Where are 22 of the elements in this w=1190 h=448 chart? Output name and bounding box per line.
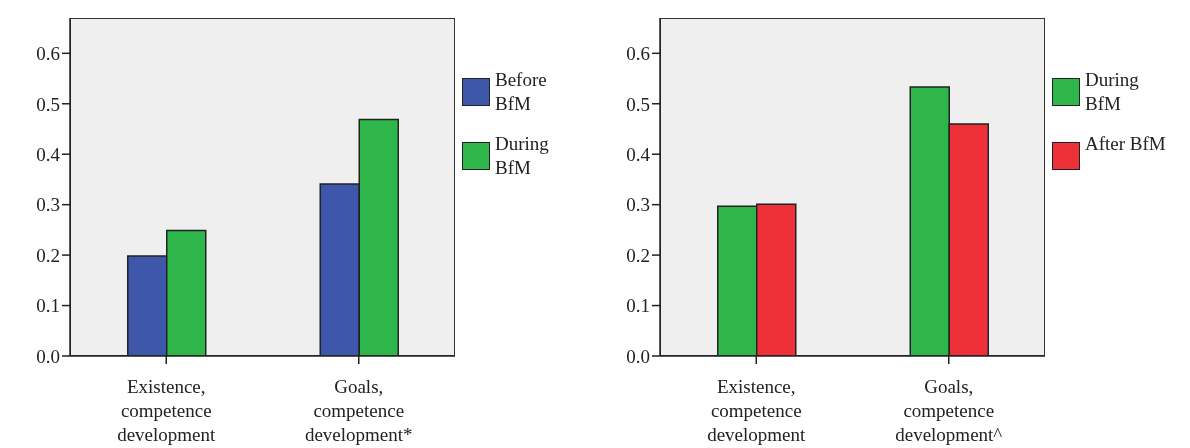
- y-tick-label: 0.5: [36, 93, 60, 115]
- y-tick-label: 0.6: [36, 43, 60, 65]
- y-tick-label: 0.4: [626, 143, 651, 165]
- y-tick-label: 0.6: [626, 43, 650, 65]
- x-tick-label: Existence, competence development: [117, 376, 217, 445]
- y-tick-label: 0.1: [626, 295, 650, 317]
- legend-label: During BfM: [495, 132, 550, 180]
- y-tick-label: 0.5: [626, 93, 650, 115]
- legend-label: During BfM: [1085, 68, 1140, 116]
- y-tick-label: 0.4: [36, 143, 61, 165]
- legend-label: Before BfM: [495, 68, 548, 116]
- y-tick-label: 0.3: [36, 194, 60, 216]
- y-tick-label: 0.0: [626, 345, 650, 367]
- y-tick-label: 0.2: [36, 244, 60, 266]
- y-tick-label: 0.3: [626, 194, 650, 216]
- y-tick-label: 0.1: [36, 295, 60, 317]
- x-tick-label: Goals, competence development^: [895, 376, 1003, 445]
- x-tick-label: Goals, competence development*: [304, 376, 413, 445]
- y-tick-label: 0.2: [626, 244, 650, 266]
- legend-label: After BfM: [1085, 132, 1167, 156]
- x-tick-label: Existence, competence development: [707, 376, 807, 445]
- y-tick-label: 0.0: [36, 345, 60, 367]
